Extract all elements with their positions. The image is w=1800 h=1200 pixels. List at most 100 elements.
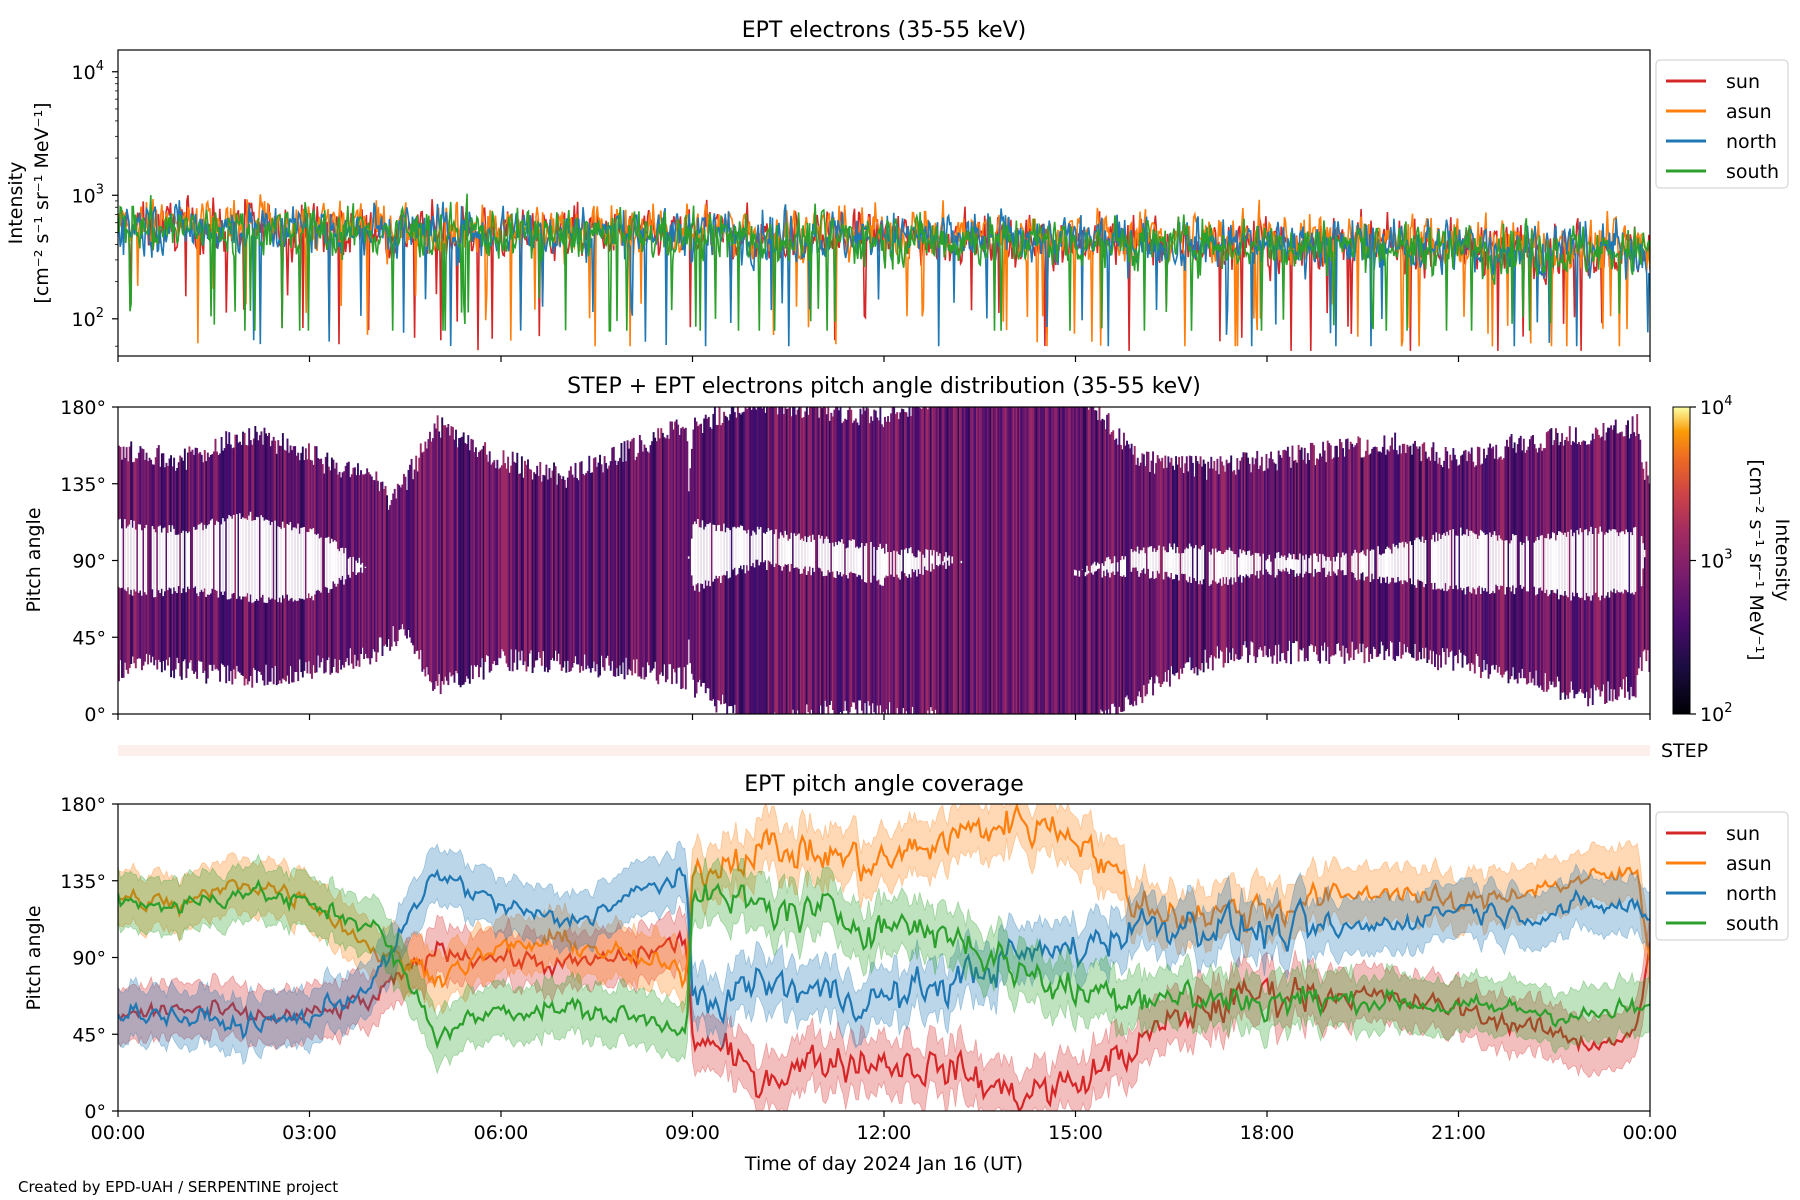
heatmap-column xyxy=(1280,457,1283,654)
heatmap-column xyxy=(1487,447,1490,679)
heatmap-gap xyxy=(1251,554,1254,574)
heatmap-column xyxy=(1087,409,1090,714)
colorbar-tick-label: 104 xyxy=(1700,394,1732,419)
heatmap-gap xyxy=(228,515,231,600)
heatmap-column xyxy=(1637,433,1640,669)
heatmap-column xyxy=(530,469,533,651)
heatmap-column xyxy=(956,407,958,714)
heatmap-column xyxy=(1055,407,1058,714)
heatmap-gap xyxy=(1147,547,1150,569)
heatmap-gap xyxy=(1098,564,1101,569)
heatmap-column xyxy=(1299,449,1302,650)
heatmap-column xyxy=(1129,448,1132,706)
heatmap-column xyxy=(479,450,482,668)
heatmap-gap xyxy=(1401,541,1404,585)
y-tick-label: 180° xyxy=(60,397,106,419)
y-tick-label: 102 xyxy=(72,306,104,331)
heatmap-column xyxy=(1335,445,1338,644)
heatmap-column xyxy=(968,407,971,714)
heatmap-gap xyxy=(1573,532,1576,597)
heatmap-column xyxy=(628,448,631,670)
heatmap-gap xyxy=(1510,540,1513,592)
heatmap-column xyxy=(430,441,433,683)
heatmap-gap xyxy=(352,556,355,572)
heatmap-gap xyxy=(801,538,804,574)
heatmap-gap xyxy=(349,557,352,578)
heatmap-gap xyxy=(1538,540,1541,589)
heatmap-gap xyxy=(1581,532,1583,598)
heatmap-gap xyxy=(1224,552,1227,584)
heatmap-column xyxy=(1293,460,1295,644)
heatmap-gap xyxy=(851,539,854,573)
heatmap-gap xyxy=(1239,549,1242,575)
heatmap-column xyxy=(1037,407,1040,714)
heatmap-gap xyxy=(1625,529,1628,591)
heatmap-gap xyxy=(1326,556,1329,575)
heatmap-column xyxy=(680,428,683,689)
heatmap-gap xyxy=(151,526,154,590)
heatmap-column xyxy=(1023,407,1026,714)
coverage-line-north xyxy=(118,866,1650,1040)
heatmap-column xyxy=(546,479,549,673)
heatmap-column xyxy=(421,452,424,672)
heatmap-gap xyxy=(739,525,742,566)
heatmap-gap xyxy=(813,539,816,572)
heatmap-gap xyxy=(1455,535,1458,586)
heatmap-column xyxy=(1009,407,1012,714)
heatmap-column xyxy=(651,441,654,671)
heatmap-gap xyxy=(939,553,942,565)
heatmap-gap xyxy=(295,528,298,601)
heatmap-column xyxy=(1086,407,1089,714)
heatmap-column xyxy=(183,448,186,660)
heatmap-column xyxy=(399,487,402,630)
heatmap-column xyxy=(1263,470,1266,646)
heatmap-gap xyxy=(1168,543,1171,578)
heatmap-gap xyxy=(778,538,781,565)
heatmap-column xyxy=(661,432,664,676)
heatmap-column xyxy=(1069,407,1072,714)
heatmap-column xyxy=(1568,426,1571,693)
heatmap-column xyxy=(516,452,519,670)
heatmap-column xyxy=(579,462,582,673)
heatmap-gap xyxy=(1533,542,1536,587)
heatmap-gap xyxy=(180,532,183,594)
heatmap-column xyxy=(684,427,687,690)
heatmap-gap xyxy=(248,515,251,602)
heatmap-column xyxy=(548,468,551,670)
heatmap-gap xyxy=(1594,528,1597,593)
heatmap-gap xyxy=(917,550,920,570)
heatmap-gap xyxy=(1461,535,1464,591)
heatmap-column xyxy=(989,407,992,714)
heatmap-gap xyxy=(787,540,790,565)
heatmap-gap xyxy=(1181,553,1184,574)
heatmap-column xyxy=(562,476,565,668)
heatmap-column xyxy=(383,489,385,647)
heatmap-column xyxy=(1152,451,1155,696)
heatmap-gap xyxy=(1345,553,1348,575)
heatmap-gap xyxy=(257,517,260,601)
heatmap-column xyxy=(1057,407,1060,714)
heatmap-gap xyxy=(1286,557,1289,572)
heatmap-gap xyxy=(1550,538,1553,591)
legend-label-south: south xyxy=(1726,913,1779,935)
heatmap-gap xyxy=(1515,535,1518,588)
heatmap-gap xyxy=(1490,537,1493,593)
heatmap-column xyxy=(629,441,632,671)
heatmap-column xyxy=(1366,439,1369,647)
heatmap-column xyxy=(1133,446,1136,702)
heatmap-column xyxy=(456,447,459,674)
heatmap-column xyxy=(830,412,833,701)
heatmap-column xyxy=(992,407,995,714)
heatmap-column xyxy=(1271,459,1274,664)
pitch-angle-distribution-panel: STEP + EPT electrons pitch angle distrib… xyxy=(23,374,1793,726)
heatmap-gap xyxy=(738,527,741,568)
heatmap-gap xyxy=(1208,551,1211,586)
heatmap-column xyxy=(710,428,713,701)
heatmap-gap xyxy=(1103,565,1106,571)
panel3-ylabel: Pitch angle xyxy=(23,905,45,1010)
heatmap-gap xyxy=(242,517,245,597)
heatmap-gap xyxy=(209,520,212,594)
heatmap-gap xyxy=(332,541,335,582)
heatmap-gap xyxy=(1109,559,1112,578)
heatmap-gap xyxy=(880,548,883,586)
